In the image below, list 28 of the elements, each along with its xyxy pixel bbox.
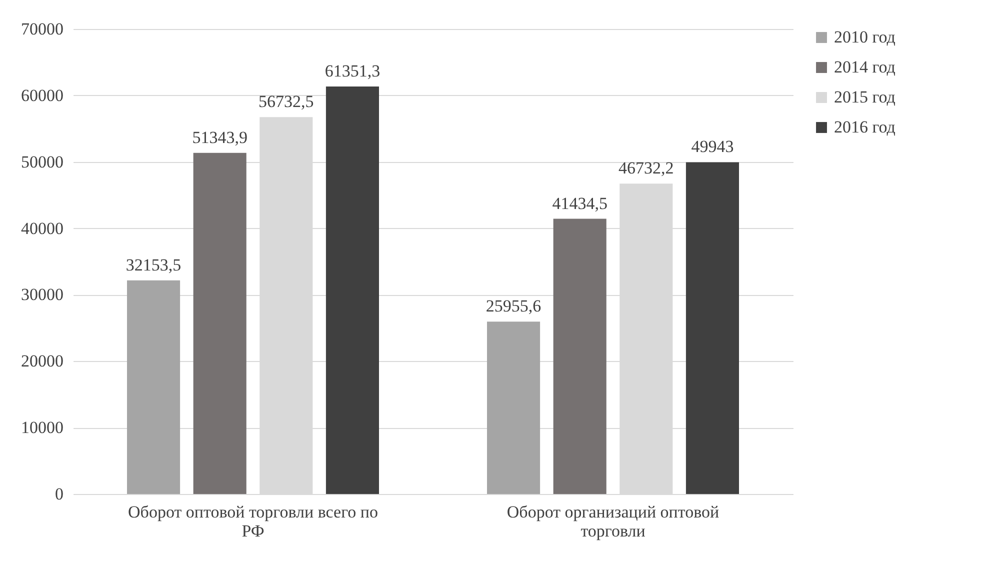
y-tick-label: 0 (55, 484, 64, 504)
bar (487, 322, 540, 494)
bar (127, 280, 180, 494)
y-tick-label: 10000 (21, 418, 64, 438)
data-label: 56732,5 (258, 92, 314, 112)
data-label: 41434,5 (552, 194, 608, 213)
data-label: 61351,3 (324, 61, 380, 80)
data-label: 46732,2 (618, 158, 674, 178)
bar (193, 152, 246, 494)
y-tick-label: 50000 (21, 152, 64, 172)
y-tick-label: 40000 (21, 218, 64, 238)
legend-label: 2015 год (834, 88, 896, 106)
data-label: 25955,6 (486, 296, 542, 316)
x-tick-label: Оборот оптовой торговли всего по РФ (128, 502, 378, 540)
y-tick-label: 20000 (21, 352, 64, 371)
legend-label: 2016 год (834, 118, 896, 136)
x-tick-label: Оборот организаций оптовой торговли (506, 502, 720, 540)
data-label: 51343,9 (192, 128, 248, 147)
y-tick-label: 60000 (21, 86, 64, 105)
legend-label: 2010 год (834, 28, 896, 46)
data-label: 49943 (691, 137, 734, 156)
bar (553, 218, 606, 494)
bar (326, 86, 379, 494)
legend-label: 2014 год (834, 58, 896, 76)
bar (686, 162, 739, 494)
y-tick-label: 70000 (21, 20, 64, 38)
data-label: 32153,5 (126, 255, 182, 274)
y-tick-label: 30000 (21, 285, 64, 304)
